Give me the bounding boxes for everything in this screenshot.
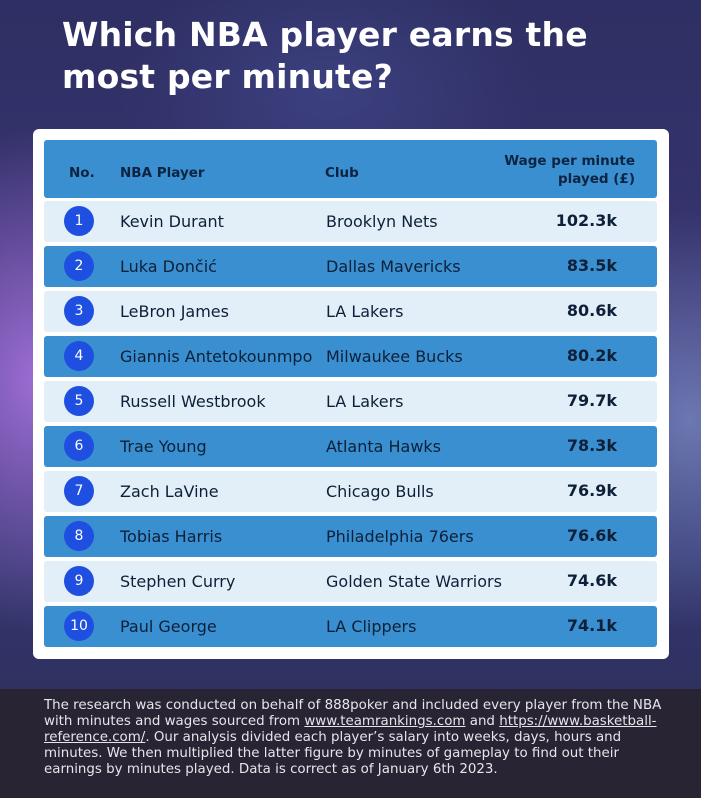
header-wage-line1: Wage per minute: [504, 153, 635, 169]
table-row: 7 Zach LaVine Chicago Bulls 76.9k: [44, 471, 657, 512]
player-name: LeBron James: [120, 302, 229, 321]
rank-badge: 7: [64, 476, 94, 506]
header-no: No.: [69, 165, 95, 181]
wage-value: 79.7k: [566, 391, 617, 410]
header-wage: Wage per minute played (£): [504, 152, 635, 188]
club-name: LA Lakers: [326, 302, 404, 321]
club-name: Golden State Warriors: [326, 572, 502, 591]
player-name: Russell Westbrook: [120, 392, 266, 411]
club-name: LA Lakers: [326, 392, 404, 411]
club-name: Chicago Bulls: [326, 482, 434, 501]
player-name: Giannis Antetokounmpo: [120, 347, 313, 366]
methodology-footer: The research was conducted on behalf of …: [0, 689, 701, 798]
rank-badge: 1: [64, 206, 94, 236]
club-name: Milwaukee Bucks: [326, 347, 463, 366]
rank-badge: 10: [64, 611, 94, 641]
basketball-reference-link[interactable]: https://www.basketball-reference.com/: [44, 714, 657, 745]
club-name: Philadelphia 76ers: [326, 527, 474, 546]
table-row: 8 Tobias Harris Philadelphia 76ers 76.6k: [44, 516, 657, 557]
wage-value: 80.6k: [566, 301, 617, 320]
player-name: Trae Young: [120, 437, 207, 456]
table-row: 9 Stephen Curry Golden State Warriors 74…: [44, 561, 657, 602]
wage-value: 78.3k: [566, 436, 617, 455]
rank-badge: 5: [64, 386, 94, 416]
table-header: No. NBA Player Club Wage per minute playe…: [44, 140, 657, 198]
rank-badge: 3: [64, 296, 94, 326]
wage-value: 83.5k: [566, 256, 617, 275]
table-row: 6 Trae Young Atlanta Hawks 78.3k: [44, 426, 657, 467]
rank-badge: 8: [64, 521, 94, 551]
club-name: Atlanta Hawks: [326, 437, 442, 456]
rank-badge: 6: [64, 431, 94, 461]
teamrankings-link[interactable]: www.teamrankings.com: [304, 714, 466, 729]
club-name: LA Clippers: [326, 617, 417, 636]
table-row: 4 Giannis Antetokounmpo Milwaukee Bucks …: [44, 336, 657, 377]
wage-value: 74.6k: [566, 571, 617, 590]
rank-badge: 2: [64, 251, 94, 281]
player-name: Luka Dončić: [120, 257, 217, 276]
header-wage-line2: played (£): [557, 171, 635, 187]
wage-value: 76.9k: [566, 481, 617, 500]
wage-value: 76.6k: [566, 526, 617, 545]
player-name: Tobias Harris: [120, 527, 223, 546]
player-name: Zach LaVine: [120, 482, 219, 501]
footer-text-3: . Our analysis divided each player’s sal…: [44, 730, 622, 777]
footer-text-2: and: [465, 714, 500, 729]
player-name: Paul George: [120, 617, 217, 636]
footer-text-1: The research was conducted on behalf of …: [44, 698, 662, 729]
wage-value: 80.2k: [566, 346, 617, 365]
page-title: Which NBA player earns the most per minu…: [62, 15, 588, 96]
table-row: 1 Kevin Durant Brooklyn Nets 102.3k: [44, 201, 657, 242]
table-row: 10 Paul George LA Clippers 74.1k: [44, 606, 657, 647]
wage-value: 102.3k: [555, 211, 617, 230]
player-name: Stephen Curry: [120, 572, 236, 591]
table-row: 5 Russell Westbrook LA Lakers 79.7k: [44, 381, 657, 422]
player-name: Kevin Durant: [120, 212, 224, 231]
ranking-table: No. NBA Player Club Wage per minute playe…: [33, 129, 669, 659]
club-name: Dallas Mavericks: [326, 257, 461, 276]
rank-badge: 4: [64, 341, 94, 371]
header-player: NBA Player: [120, 165, 205, 181]
methodology-text: The research was conducted on behalf of …: [44, 698, 664, 778]
club-name: Brooklyn Nets: [326, 212, 438, 231]
rank-badge: 9: [64, 566, 94, 596]
header-club: Club: [325, 165, 359, 181]
table-row: 3 LeBron James LA Lakers 80.6k: [44, 291, 657, 332]
wage-value: 74.1k: [566, 616, 617, 635]
table-row: 2 Luka Dončić Dallas Mavericks 83.5k: [44, 246, 657, 287]
